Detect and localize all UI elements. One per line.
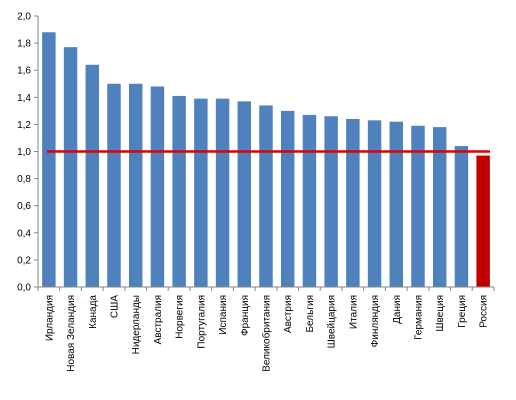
y-tick-label: 0,2 bbox=[17, 255, 31, 266]
x-category-label: Финляндия bbox=[370, 295, 381, 347]
x-category-label: Ирландия bbox=[44, 295, 55, 341]
bar bbox=[215, 98, 230, 287]
bar bbox=[85, 64, 100, 287]
bar bbox=[432, 127, 447, 287]
bar bbox=[172, 95, 186, 287]
x-category-label: Великобритания bbox=[261, 295, 273, 372]
x-category-label: Канада bbox=[88, 295, 99, 329]
x-category-label: Франция bbox=[240, 295, 251, 336]
bar bbox=[346, 118, 360, 287]
y-tick-label: 1,0 bbox=[17, 147, 31, 158]
bar bbox=[194, 98, 208, 287]
bar bbox=[237, 101, 252, 287]
bar bbox=[454, 146, 469, 287]
x-category-label: Швеция bbox=[435, 295, 446, 332]
x-category-label: Португалия bbox=[196, 295, 207, 349]
x-category-label: Италия bbox=[348, 295, 359, 329]
bar bbox=[259, 105, 273, 288]
bar bbox=[150, 86, 165, 288]
x-category-label: Германия bbox=[414, 295, 425, 340]
y-tick-label: 0,8 bbox=[17, 174, 31, 185]
bar bbox=[324, 116, 338, 288]
bars-group bbox=[42, 32, 490, 288]
bar bbox=[63, 47, 78, 287]
x-category-label: Новая Зеландия bbox=[66, 295, 77, 372]
x-category-label: Швейцария bbox=[327, 295, 338, 348]
y-tick-label: 0,0 bbox=[17, 283, 31, 294]
x-category-label: Нидерланды bbox=[131, 295, 142, 354]
bar bbox=[42, 32, 56, 288]
y-tick-label: 2,0 bbox=[17, 12, 31, 23]
x-category-label: Греция bbox=[457, 295, 468, 328]
y-tick-label: 0,6 bbox=[17, 201, 31, 212]
bar bbox=[302, 114, 317, 287]
y-axis: 0,0 0,2 0,4 0,6 0,8 1,0 1,2 1,4 1,6 1,8 2,0 bbox=[17, 12, 39, 294]
y-tick-label: 1,8 bbox=[17, 39, 31, 50]
x-category-label: Австрия bbox=[283, 295, 294, 333]
y-tick-label: 1,2 bbox=[17, 120, 31, 131]
bar bbox=[389, 121, 404, 287]
x-category-label: Испания bbox=[218, 295, 229, 335]
bar bbox=[107, 83, 121, 287]
y-tick-label: 1,6 bbox=[17, 66, 31, 77]
bar bbox=[128, 83, 143, 287]
x-category-label: Бельгия bbox=[305, 295, 316, 333]
x-axis: Ирландия Новая Зеландия Канада США Нидерланд… bbox=[37, 286, 495, 372]
bar-highlight bbox=[476, 155, 490, 287]
bar bbox=[411, 125, 425, 287]
x-category-label: Россия bbox=[479, 295, 490, 328]
x-category-label: Норвегия bbox=[175, 295, 186, 339]
y-tick-label: 1,4 bbox=[17, 93, 31, 104]
x-category-label: Австралия bbox=[153, 295, 164, 344]
bar bbox=[280, 110, 295, 287]
y-tick-label: 0,4 bbox=[17, 228, 31, 239]
x-category-label: США bbox=[110, 295, 121, 318]
x-category-label: Дания bbox=[392, 295, 403, 324]
bar bbox=[367, 120, 382, 287]
